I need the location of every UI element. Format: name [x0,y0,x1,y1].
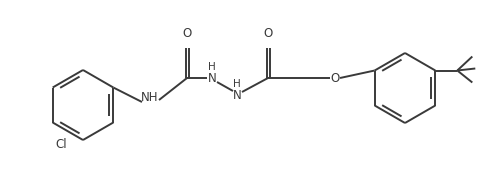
Text: NH: NH [141,91,159,103]
Text: H: H [233,79,241,89]
Text: H: H [208,62,216,72]
Text: Cl: Cl [56,138,67,151]
Text: N: N [207,72,216,84]
Text: O: O [182,27,191,40]
Text: N: N [232,89,241,102]
Text: O: O [330,72,340,84]
Text: O: O [264,27,273,40]
